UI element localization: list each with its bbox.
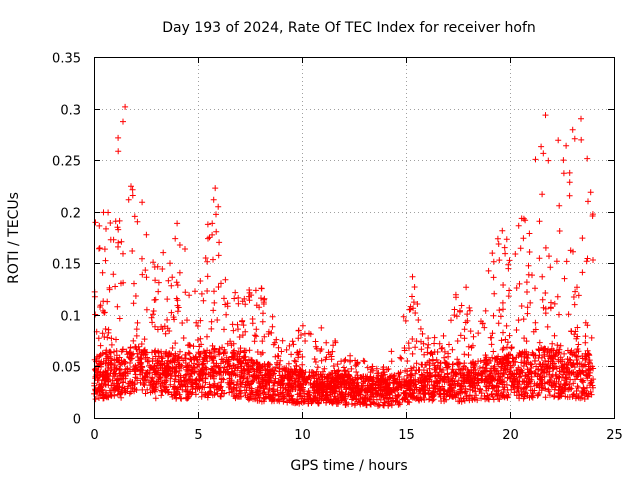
x-tick-label: 0 (90, 428, 98, 443)
x-tick-label: 15 (398, 428, 415, 443)
chart-title: Day 193 of 2024, Rate Of TEC Index for r… (162, 20, 536, 36)
axis-ticks (94, 57, 615, 419)
y-axis-title: ROTI / TECUs (6, 192, 22, 284)
y-tick-label: 0.1 (60, 310, 81, 325)
x-tick-label: 5 (194, 428, 202, 443)
x-tick-label: 10 (294, 428, 311, 443)
x-tick-label: 20 (502, 428, 519, 443)
grid-lines (94, 57, 614, 418)
data-points (91, 103, 597, 409)
y-tick-label: 0.3 (60, 104, 81, 119)
y-tick-label: 0.2 (60, 207, 81, 222)
y-tick-label: 0.25 (52, 155, 81, 170)
roti-points (91, 103, 597, 409)
plot-frame (94, 57, 615, 419)
y-tick-labels: 0 0.05 0.1 0.15 0.2 0.25 0.3 0.35 (52, 52, 81, 428)
x-tick-label: 25 (606, 428, 623, 443)
x-axis-title: GPS time / hours (290, 458, 407, 474)
x-tick-labels: 0 5 10 15 20 25 (90, 428, 622, 443)
y-tick-label: 0 (73, 413, 81, 428)
y-tick-label: 0.05 (52, 361, 81, 376)
y-tick-label: 0.35 (52, 52, 81, 67)
y-tick-label: 0.15 (52, 258, 81, 273)
